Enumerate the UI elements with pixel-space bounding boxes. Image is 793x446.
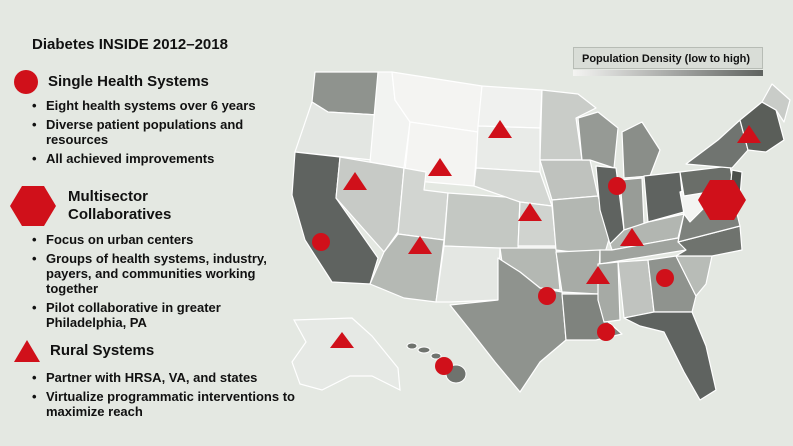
red-circle-icon [14, 70, 38, 94]
triangle-marker-vermont [737, 125, 761, 143]
circle-marker-louisiana [597, 323, 615, 341]
hexagon-marker-philadelphia [698, 180, 746, 220]
state-north-dakota [477, 85, 543, 129]
triangle-marker-kentucky [620, 228, 644, 246]
section-heading-multisector-line2: Collaboratives [68, 206, 172, 223]
state-arkansas [555, 249, 601, 295]
bullet-item: Eight health systems over 6 years [32, 98, 296, 113]
marker-group-triangles [330, 120, 761, 348]
state-ohio [643, 171, 685, 223]
triangle-marker-wyoming [428, 158, 452, 176]
state-maine [761, 83, 791, 123]
bullet-item: Partner with HRSA, VA, and states [32, 370, 296, 385]
bullet-item: Focus on urban centers [32, 232, 296, 247]
section-heading-multisector-line1: Multisector [68, 188, 149, 205]
section-heading-single-health-systems: Single Health Systems [48, 73, 209, 90]
triangle-marker-mississippi [586, 266, 610, 284]
state-missouri [551, 195, 611, 257]
state-georgia [647, 255, 697, 313]
bullet-item: Diverse patient populations and resource… [32, 117, 296, 147]
state-alaska [291, 317, 401, 392]
page-title: Diabetes INSIDE 2012–2018 [32, 36, 228, 53]
circle-marker-california [312, 233, 330, 251]
bullet-list-multisector-collaboratives: Focus on urban centers Groups of health … [10, 232, 296, 330]
bullet-item: Pilot collaborative in greater Philadelp… [32, 300, 296, 330]
red-triangle-icon [14, 340, 40, 362]
red-hexagon-icon [10, 186, 56, 226]
triangle-marker-idaho [343, 172, 367, 190]
population-density-legend-label: Population Density (low to high) [582, 53, 751, 65]
density-gradient-bar [573, 70, 763, 76]
state-colorado [443, 192, 521, 251]
bullet-item: All achieved improvements [32, 151, 296, 166]
bullet-list-rural-systems: Partner with HRSA, VA, and states Virtua… [14, 370, 296, 419]
marker-group-circles [312, 177, 674, 375]
state-iowa [539, 159, 599, 201]
triangle-marker-kansas [518, 203, 542, 221]
state-wisconsin [577, 111, 619, 169]
legend-section-single-health-systems: Single Health Systems Eight health syste… [14, 70, 296, 170]
state-kansas [517, 201, 557, 247]
triangle-marker-alaska [330, 332, 354, 348]
circle-marker-illinois [608, 177, 626, 195]
legend-section-multisector-collaboratives: Multisector Collaboratives Focus on urba… [10, 186, 296, 334]
bullet-item: Virtualize programmatic interventions to… [32, 389, 296, 419]
state-new-mexico [435, 245, 501, 303]
triangle-marker-south-dakota [488, 120, 512, 138]
bullet-list-single-health-systems: Eight health systems over 6 years Divers… [14, 98, 296, 166]
bullet-item: Groups of health systems, industry, paye… [32, 251, 296, 296]
triangle-marker-new-mexico [408, 236, 432, 254]
state-texas [449, 257, 567, 393]
population-density-legend: Population Density (low to high) [573, 47, 763, 69]
state-michigan [621, 121, 661, 179]
circle-marker-texas [538, 287, 556, 305]
legend-section-rural-systems: Rural Systems Partner with HRSA, VA, and… [14, 340, 296, 423]
state-florida [623, 311, 717, 401]
circle-marker-hawaii [435, 357, 453, 375]
section-heading-rural-systems: Rural Systems [50, 342, 155, 359]
circle-marker-georgia [656, 269, 674, 287]
state-new-york [685, 119, 749, 169]
